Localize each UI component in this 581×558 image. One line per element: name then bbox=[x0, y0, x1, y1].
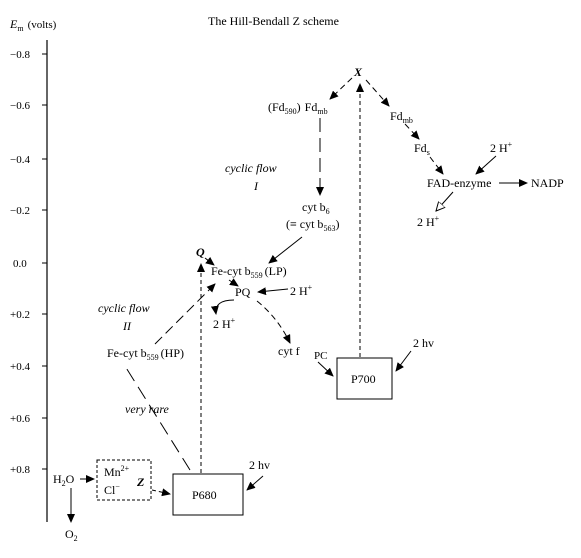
node-fe-cyt-b559-hp: Fe-cyt b559 (HP) bbox=[107, 346, 184, 362]
label-2h-plus-fad: 2 H+ bbox=[417, 214, 440, 229]
y-tick-label: 0.0 bbox=[13, 258, 27, 270]
node-mn: Mn2+ bbox=[104, 464, 130, 479]
label-2hv-p680: 2 hv bbox=[249, 458, 270, 472]
arrow-cytb6-to-fecyt-lp bbox=[268, 236, 303, 264]
node-x: X bbox=[353, 65, 363, 79]
label-cyclic-flow-2-numeral: II bbox=[122, 319, 132, 333]
y-tick-label: −0.8 bbox=[10, 49, 30, 61]
node-fd590-fdmb: (Fd590) Fdmb bbox=[268, 100, 328, 116]
arrow-2h-to-pq bbox=[257, 287, 289, 296]
label-cyclic-flow-1-numeral: I bbox=[253, 179, 259, 193]
node-h2o: H2O bbox=[53, 472, 75, 488]
connectors bbox=[67, 77, 528, 523]
node-p700-box bbox=[336, 357, 393, 400]
arrow-hv-to-p700 bbox=[395, 350, 412, 372]
arrow-q-to-fecyt-lp bbox=[204, 256, 215, 266]
node-nadp: NADP bbox=[531, 176, 564, 190]
node-pq: PQ bbox=[235, 285, 251, 299]
arrow-fad-to-2h bbox=[436, 191, 454, 211]
node-cyt-f: cyt f bbox=[278, 344, 300, 358]
node-p700-label: P700 bbox=[351, 372, 376, 386]
node-cl: Cl− bbox=[104, 482, 120, 497]
node-p680-label: P680 bbox=[192, 488, 217, 502]
arrow-pq-to-2h-down bbox=[210, 299, 235, 315]
node-oec-box bbox=[96, 459, 152, 501]
label-very-rare: very rare bbox=[125, 402, 170, 416]
y-tick-label: −0.6 bbox=[10, 100, 30, 112]
arrow-x-to-fdmb-right bbox=[365, 79, 390, 107]
y-tick-label: +0.8 bbox=[10, 464, 30, 476]
diagram-title: The Hill-Bendall Z scheme bbox=[208, 14, 339, 28]
arrow-pq-to-cytf bbox=[256, 300, 291, 344]
arrow-pc-to-p700 bbox=[317, 361, 334, 377]
y-tick-label: +0.2 bbox=[10, 309, 30, 321]
node-cyt-b563: (≡ cyt b563) bbox=[286, 217, 339, 233]
arrow-2h-to-fad bbox=[475, 155, 497, 175]
arrow-very-rare bbox=[124, 365, 191, 471]
node-q: Q bbox=[196, 245, 205, 259]
y-axis-ticks bbox=[42, 53, 47, 470]
node-o2: O2 bbox=[65, 527, 78, 543]
y-tick-label: +0.6 bbox=[10, 413, 30, 425]
node-fad-enzyme: FAD-enzyme bbox=[427, 176, 491, 190]
node-p680-box bbox=[172, 473, 244, 516]
arrow-fecyt-lp-to-pq bbox=[228, 278, 239, 287]
y-tick-label: +0.4 bbox=[10, 361, 30, 373]
axis-label: Em (volts) bbox=[9, 17, 57, 33]
y-tick-label: −0.2 bbox=[10, 205, 30, 217]
node-fds: Fds bbox=[414, 141, 430, 157]
node-cyt-b6: cyt b6 bbox=[302, 200, 330, 216]
label-2hv-p700: 2 hv bbox=[413, 336, 434, 350]
arrow-fecyt-hp-to-lp bbox=[154, 283, 216, 345]
arrow-fdmb-to-fds bbox=[404, 123, 420, 140]
arrow-fds-to-fad bbox=[429, 156, 444, 175]
node-fe-cyt-b559-lp: Fe-cyt b559 (LP) bbox=[211, 264, 287, 280]
label-cyclic-flow-1: cyclic flow bbox=[225, 161, 277, 175]
node-z: Z bbox=[136, 475, 145, 489]
node-fdmb-right: Fdmb bbox=[390, 109, 413, 125]
label-2h-plus-pq: 2 H+ bbox=[290, 283, 313, 298]
arrow-x-to-fdmb-left bbox=[329, 77, 353, 100]
node-pc: PC bbox=[314, 350, 327, 362]
label-2h-plus-top: 2 H+ bbox=[490, 140, 513, 155]
arrow-z-to-p680 bbox=[151, 488, 171, 497]
arrow-hv-to-p680 bbox=[246, 475, 264, 491]
label-2h-plus-pq-down: 2 H+ bbox=[213, 316, 236, 331]
label-cyclic-flow-2: cyclic flow bbox=[98, 301, 150, 315]
y-tick-label: −0.4 bbox=[10, 154, 30, 166]
